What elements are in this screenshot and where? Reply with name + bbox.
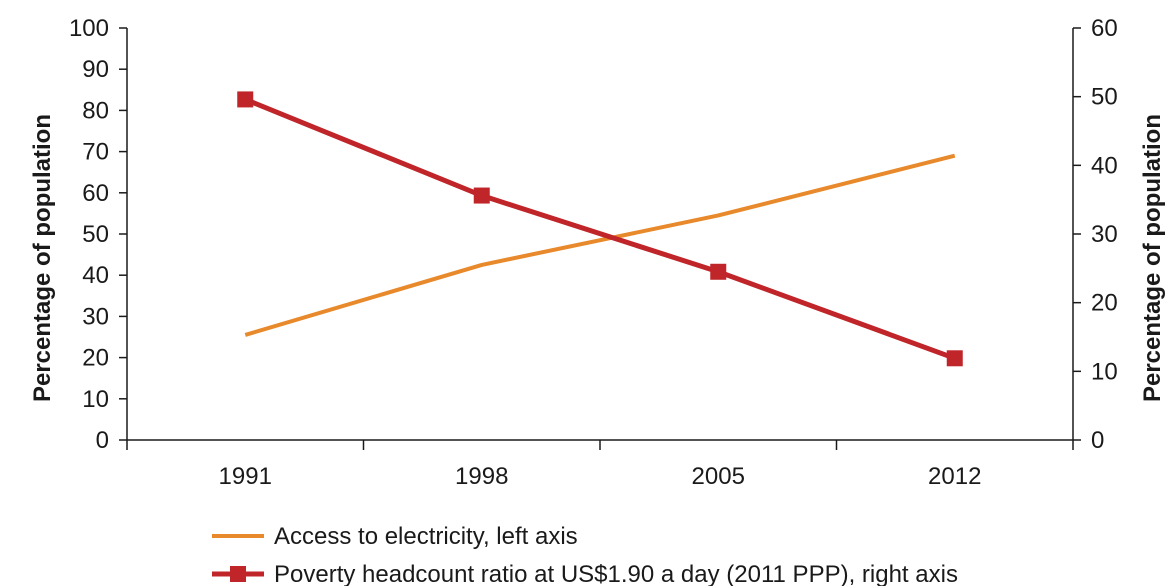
series-line — [244, 97, 956, 361]
right-tick-label: 50 — [1091, 84, 1118, 111]
legend-swatch-marker — [230, 566, 246, 582]
right-axis-ticks: 0 10 20 30 40 50 60 — [1073, 15, 1118, 454]
left-tick-label: 10 — [82, 386, 109, 413]
left-axis-ticks: 0 10 20 30 40 50 60 70 80 90 100 — [69, 15, 127, 454]
data-point-marker — [946, 350, 963, 367]
right-tick-label: 40 — [1091, 152, 1118, 179]
x-axis-ticks: 1991 1998 2005 2012 — [126, 440, 1074, 490]
x-tick-label: 1998 — [455, 463, 508, 490]
legend-item: Poverty headcount ratio at US$1.90 a day… — [212, 561, 958, 586]
right-tick-label: 30 — [1091, 221, 1118, 248]
legend-item: Access to electricity, left axis — [212, 523, 578, 550]
left-axis-title: Percentage of population — [29, 114, 56, 402]
series-line — [244, 153, 956, 337]
left-tick-label: 60 — [82, 180, 109, 207]
x-tick-label: 2012 — [928, 463, 981, 490]
series-layer — [237, 91, 963, 367]
data-point-marker — [473, 187, 490, 204]
left-tick-label: 20 — [82, 345, 109, 372]
right-axis-title: Percentage of population — [1139, 114, 1166, 402]
left-tick-label: 0 — [96, 427, 109, 454]
data-point-marker — [237, 91, 254, 108]
series-0 — [244, 153, 956, 337]
right-tick-label: 20 — [1091, 290, 1118, 317]
left-tick-label: 100 — [69, 15, 109, 42]
right-tick-label: 10 — [1091, 358, 1118, 385]
legend: Access to electricity, left axis Poverty … — [212, 523, 958, 586]
left-tick-label: 90 — [82, 56, 109, 83]
data-point-marker — [710, 263, 727, 280]
left-tick-label: 50 — [82, 221, 109, 248]
right-tick-label: 0 — [1091, 427, 1104, 454]
legend-label: Access to electricity, left axis — [274, 523, 578, 550]
left-tick-label: 70 — [82, 139, 109, 166]
x-tick-label: 2005 — [692, 463, 745, 490]
x-tick-label: 1991 — [219, 463, 272, 490]
left-tick-label: 40 — [82, 262, 109, 289]
series-1 — [237, 91, 963, 367]
legend-label: Poverty headcount ratio at US$1.90 a day… — [274, 561, 958, 586]
left-tick-label: 30 — [82, 303, 109, 330]
left-tick-label: 80 — [82, 97, 109, 124]
right-tick-label: 60 — [1091, 15, 1118, 42]
